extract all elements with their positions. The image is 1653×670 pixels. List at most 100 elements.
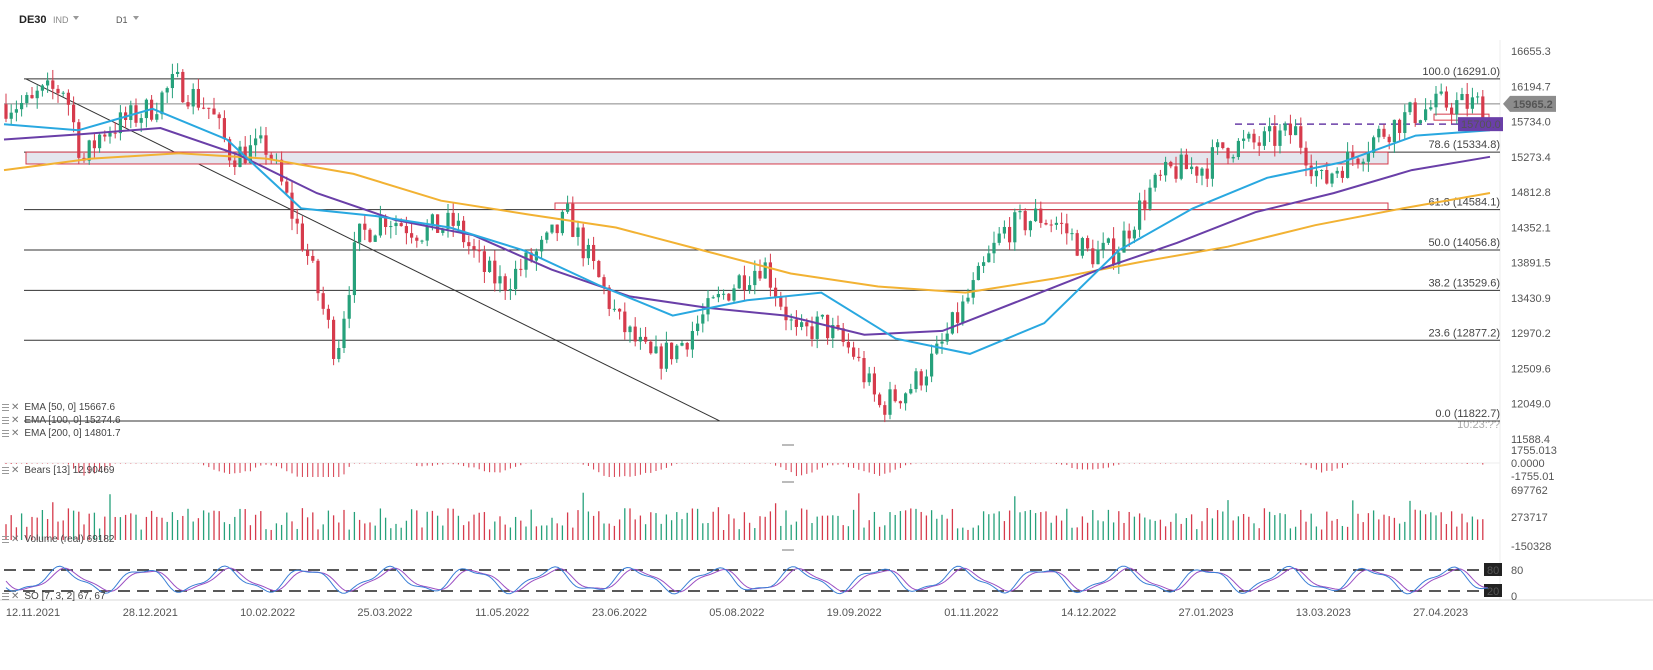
candle-body	[1127, 230, 1131, 239]
legend-ema200[interactable]: ✕ EMA [200, 0] 14801.7	[2, 428, 121, 439]
candle-body	[1403, 112, 1407, 133]
candle-body	[1252, 133, 1256, 143]
close-icon[interactable]: ✕	[11, 415, 20, 426]
candle-body	[1096, 249, 1100, 265]
candle-body	[456, 220, 460, 226]
close-icon[interactable]: ✕	[11, 465, 20, 476]
ema200-line	[3, 152, 1491, 294]
close-icon[interactable]: ✕	[11, 534, 20, 545]
fib-level-label: 50.0 (14056.8)	[1428, 237, 1500, 249]
symbol-label[interactable]: DE30	[19, 14, 47, 26]
candle-body	[1221, 142, 1225, 149]
legend-ema100[interactable]: ✕ EMA [100, 0] 15274.6	[2, 415, 121, 426]
candle-body	[155, 114, 159, 120]
candle-body	[1236, 140, 1240, 158]
candle-body	[519, 268, 523, 270]
candle-body	[1434, 93, 1438, 108]
candle-body	[524, 252, 528, 270]
candle-body	[1075, 233, 1079, 256]
candle-body	[618, 308, 622, 312]
candle-body	[997, 233, 1001, 243]
candle-body	[1106, 238, 1110, 243]
candle-body	[144, 99, 148, 119]
x-tick-label: 12.11.2021	[6, 607, 60, 619]
candle-body	[1122, 230, 1126, 253]
settings-icon[interactable]	[2, 536, 9, 543]
candle-body	[540, 239, 544, 252]
candle-body	[332, 319, 336, 359]
candle-body	[680, 342, 684, 346]
candle-body	[1465, 93, 1469, 109]
legend-so[interactable]: ✕ SO [7, 3, 2] 67, 67	[2, 591, 106, 602]
candle-body	[1460, 93, 1464, 101]
candle-body	[20, 102, 24, 110]
settings-icon[interactable]	[2, 417, 9, 424]
candle-body	[1309, 165, 1313, 177]
candle-body	[1413, 102, 1417, 124]
candle-body	[1164, 161, 1168, 176]
candle-body	[904, 393, 908, 404]
y-tick-label: 12970.2	[1511, 328, 1551, 340]
candle-body	[1476, 96, 1480, 98]
candle-body	[1080, 238, 1084, 256]
candle-body	[342, 318, 346, 349]
candle-body	[477, 249, 481, 252]
close-icon[interactable]: ✕	[11, 428, 20, 439]
market-dropdown-icon[interactable]	[73, 16, 79, 20]
bears-tick: -1755.01	[1511, 471, 1554, 483]
candle-body	[649, 341, 653, 354]
candle-body	[623, 311, 627, 333]
x-tick-label: 05.08.2022	[709, 607, 764, 619]
candle-body	[1450, 107, 1454, 115]
candle-body	[1398, 119, 1402, 133]
candle-body	[1195, 166, 1199, 176]
settings-icon[interactable]	[2, 430, 9, 437]
candle-body	[508, 289, 512, 291]
candle-body	[550, 224, 554, 233]
y-tick-label: 13891.5	[1511, 258, 1551, 270]
candle-body	[1340, 170, 1344, 178]
support-zone	[554, 202, 1389, 211]
y-tick-label: 16655.3	[1511, 46, 1551, 58]
close-icon[interactable]: ✕	[11, 402, 20, 413]
legend-ema50-text: EMA [50, 0] 15667.6	[24, 402, 116, 413]
interval-label[interactable]: D1	[116, 15, 128, 25]
candle-body	[1148, 187, 1152, 209]
candle-body	[1335, 170, 1339, 174]
close-icon[interactable]: ✕	[11, 591, 20, 602]
candle-body	[228, 139, 232, 161]
candle-body	[1200, 168, 1204, 176]
candle-body	[602, 277, 606, 288]
candle-body	[1216, 142, 1220, 148]
candle-body	[727, 293, 731, 301]
candle-body	[467, 242, 471, 247]
legend-bears[interactable]: ✕ Bears [13] 12.90469	[2, 465, 114, 476]
candle-body	[763, 262, 767, 279]
interval-dropdown-icon[interactable]	[133, 16, 139, 20]
candle-body	[436, 214, 440, 233]
y-tick-label: 15273.4	[1511, 152, 1551, 164]
candle-body	[389, 226, 393, 228]
candle-body	[103, 134, 107, 137]
candle-body	[306, 250, 310, 256]
candle-body	[280, 159, 284, 182]
settings-icon[interactable]	[2, 593, 9, 600]
candle-body	[1174, 166, 1178, 179]
candle-body	[924, 376, 928, 386]
candle-body	[1346, 151, 1350, 178]
legend-volume[interactable]: ✕ Volume (real) 69182	[2, 534, 114, 545]
candle-body	[139, 118, 143, 123]
candles-group	[4, 63, 1485, 423]
candle-body	[196, 88, 200, 108]
candle-body	[1325, 169, 1329, 184]
candle-body	[1424, 109, 1428, 121]
y-tick-label: 12509.6	[1511, 363, 1551, 375]
candle-body	[685, 342, 689, 350]
candle-body	[1320, 169, 1324, 171]
candle-body	[4, 104, 8, 119]
settings-icon[interactable]	[2, 467, 9, 474]
legend-ema50[interactable]: ✕ EMA [50, 0] 15667.6	[2, 402, 115, 413]
price-tag	[1503, 95, 1556, 112]
settings-icon[interactable]	[2, 404, 9, 411]
